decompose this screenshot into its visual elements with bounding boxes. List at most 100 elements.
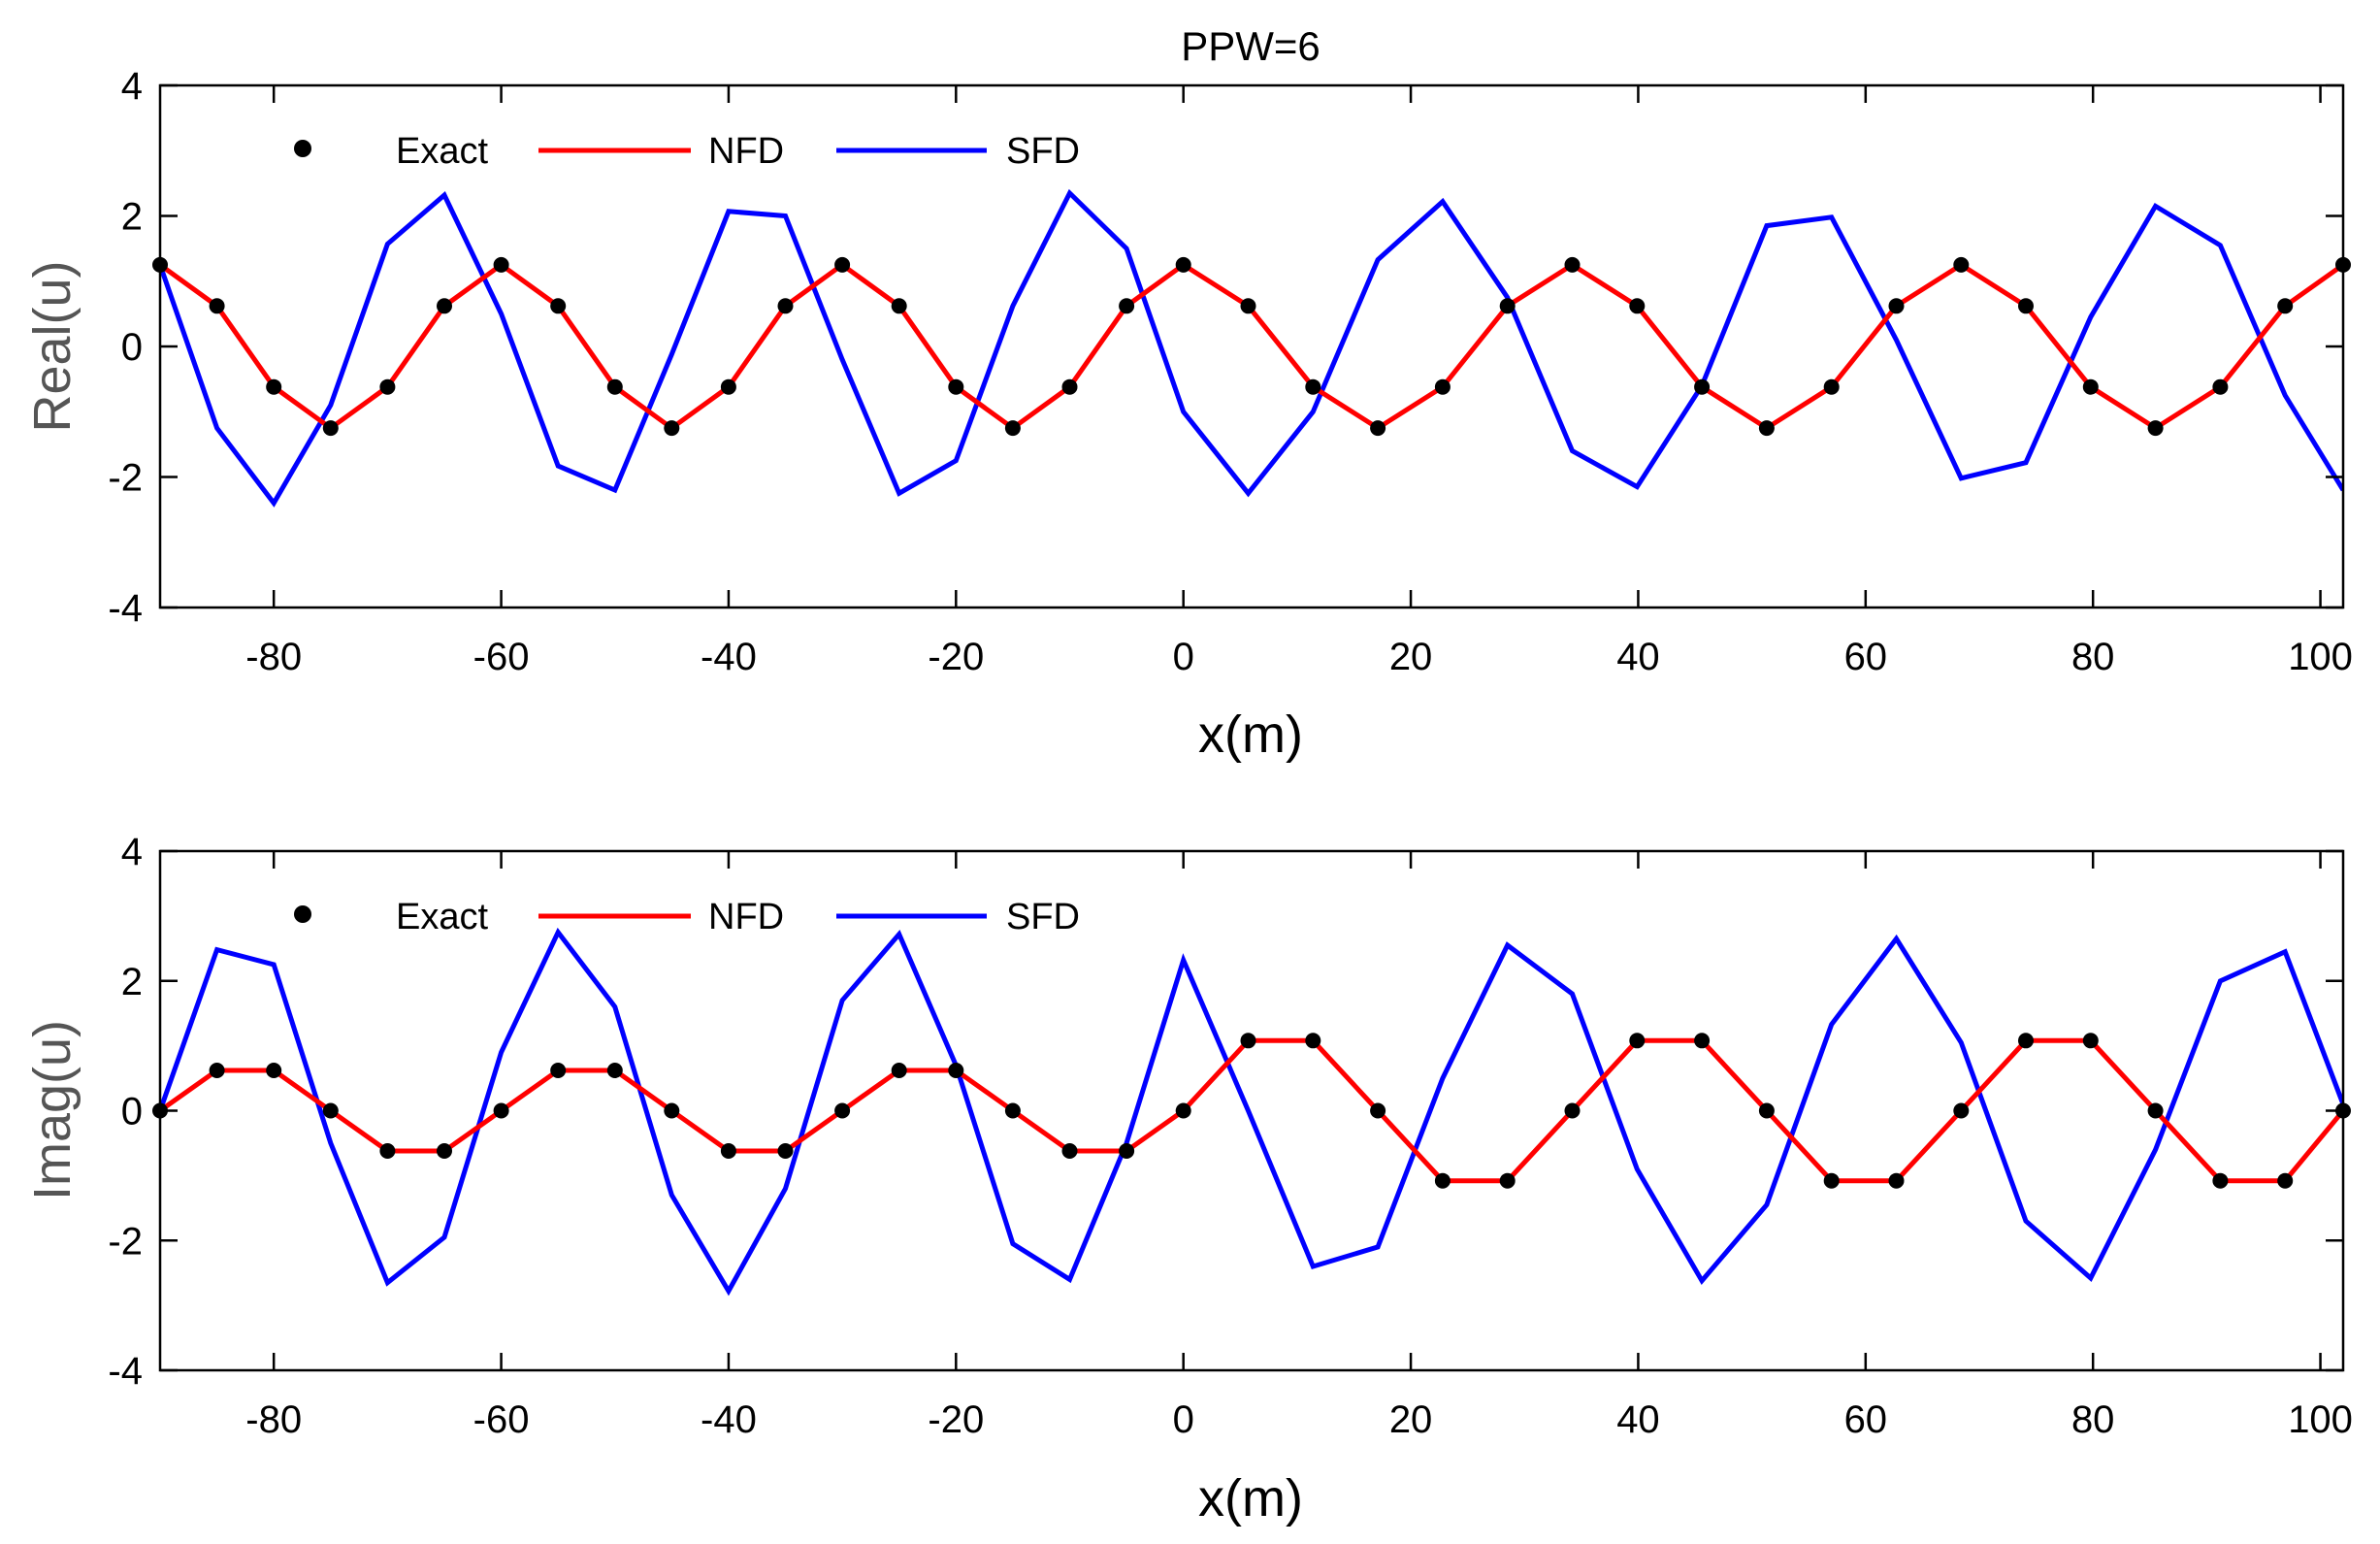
real-exact-point — [437, 298, 452, 314]
real-exact-point — [1370, 420, 1386, 437]
imag-exact-point — [948, 1063, 964, 1078]
real-exact-point — [1694, 378, 1711, 395]
imag-exact-point — [1499, 1172, 1516, 1189]
real-exact-point — [1240, 298, 1256, 314]
real-sfd-line — [160, 188, 2343, 508]
imag-ylabel: Imag(u) — [23, 1020, 82, 1200]
real-exact-point — [1888, 298, 1905, 314]
imag-exact-point — [1175, 1102, 1191, 1119]
imag-xtick-label: 40 — [1616, 1398, 1660, 1441]
real-exact-point — [322, 420, 339, 437]
real-legend: Exact NFD SFD — [294, 131, 1080, 172]
real-ytick-label: 0 — [121, 326, 143, 369]
imag-xtick-label: -80 — [245, 1398, 302, 1441]
imag-xtick-label: 60 — [1844, 1398, 1888, 1441]
real-exact-point — [1953, 256, 1970, 273]
imag-xtick-label: 100 — [2288, 1398, 2353, 1441]
real-exact-point — [1434, 378, 1451, 395]
figure-title: PPW=6 — [1181, 23, 1320, 69]
imag-exact-point — [322, 1102, 339, 1119]
real-exact-point — [266, 378, 282, 395]
real-marks — [152, 188, 2351, 508]
real-xtick-label: 80 — [2071, 636, 2115, 678]
imag-exact-point — [1004, 1102, 1021, 1119]
real-xtick-label: -80 — [245, 636, 302, 678]
imag-exact-point — [2018, 1033, 2034, 1049]
imag-xtick-label: -40 — [701, 1398, 757, 1441]
imag-xlabel: x(m) — [1198, 1469, 1303, 1528]
imag-exact-point — [1061, 1143, 1078, 1159]
real-xtick-label: 0 — [1173, 636, 1194, 678]
imag-ytick-label: -2 — [108, 1220, 143, 1263]
imag-ytick-label: 2 — [121, 961, 143, 1003]
imag-xtick-label: -20 — [928, 1398, 984, 1441]
real-xtick-label: -40 — [701, 636, 757, 678]
imag-exact-point — [493, 1102, 509, 1119]
real-exact-point — [1175, 256, 1191, 273]
imag-exact-point — [1888, 1172, 1905, 1189]
imag-xtick-label: 20 — [1389, 1398, 1433, 1441]
imag-ytick-label: 0 — [121, 1091, 143, 1133]
real-exact-point — [2212, 378, 2229, 395]
imag-exact-point — [1564, 1102, 1581, 1119]
imag-exact-point — [1694, 1033, 1711, 1049]
imag-exact-point — [2277, 1172, 2294, 1189]
imag-exact-point — [834, 1102, 851, 1119]
imag-exact-point — [891, 1063, 907, 1078]
imag-exact-point — [550, 1063, 567, 1078]
imag-exact-point — [209, 1063, 225, 1078]
real-xtick-label: 100 — [2288, 636, 2353, 678]
imag-exact-point — [1305, 1033, 1321, 1049]
real-ylabel: Real(u) — [23, 260, 82, 432]
real-xtick-label: -60 — [473, 636, 530, 678]
imag-legend-exact: Exact — [396, 897, 488, 937]
imag-legend-nfd: NFD — [708, 897, 784, 937]
imag-exact-point — [266, 1063, 282, 1078]
real-exact-point — [777, 298, 794, 314]
imag-ytick-label: 4 — [121, 831, 143, 873]
real-xtick-label: 40 — [1616, 636, 1660, 678]
real-xlabel: x(m) — [1198, 706, 1303, 764]
real-xtick-label: -20 — [928, 636, 984, 678]
imag-ytick-label: -4 — [108, 1350, 143, 1393]
imag-legend-exact-marker — [294, 905, 311, 923]
real-exact-point — [2147, 420, 2164, 437]
real-exact-point — [1119, 298, 1135, 314]
imag-marks — [152, 927, 2351, 1297]
real-exact-point — [493, 256, 509, 273]
real-exact-point — [379, 378, 396, 395]
imag-exact-point — [1629, 1033, 1646, 1049]
imag-exact-point — [720, 1143, 736, 1159]
imag-exact-point — [1434, 1172, 1451, 1189]
real-exact-point — [834, 256, 851, 273]
imag-exact-point — [1370, 1102, 1386, 1119]
real-exact-point — [948, 378, 964, 395]
real-legend-exact-marker — [294, 140, 311, 157]
real-exact-point — [2018, 298, 2034, 314]
imag-exact-point — [1240, 1033, 1256, 1049]
imag-legend: Exact NFD SFD — [294, 897, 1080, 937]
real-ytick-label: 2 — [121, 196, 143, 239]
real-exact-point — [1305, 378, 1321, 395]
imag-exact-point — [606, 1063, 623, 1078]
real-exact-point — [209, 298, 225, 314]
imag-exact-point — [664, 1102, 680, 1119]
imag-exact-point — [1758, 1102, 1775, 1119]
real-ytick-label: -2 — [108, 457, 143, 500]
imag-exact-point — [437, 1143, 452, 1159]
real-exact-point — [606, 378, 623, 395]
real-ytick-label: -4 — [108, 587, 143, 630]
imag-xtick-label: 0 — [1173, 1398, 1194, 1441]
imag-exact-point — [2082, 1033, 2099, 1049]
real-exact-point — [550, 298, 567, 314]
real-exact-point — [1758, 420, 1775, 437]
imag-exact-point — [1823, 1172, 1840, 1189]
imag-sfd-line — [160, 927, 2343, 1297]
imag-legend-sfd: SFD — [1006, 897, 1080, 937]
real-xtick-label: 20 — [1389, 636, 1433, 678]
